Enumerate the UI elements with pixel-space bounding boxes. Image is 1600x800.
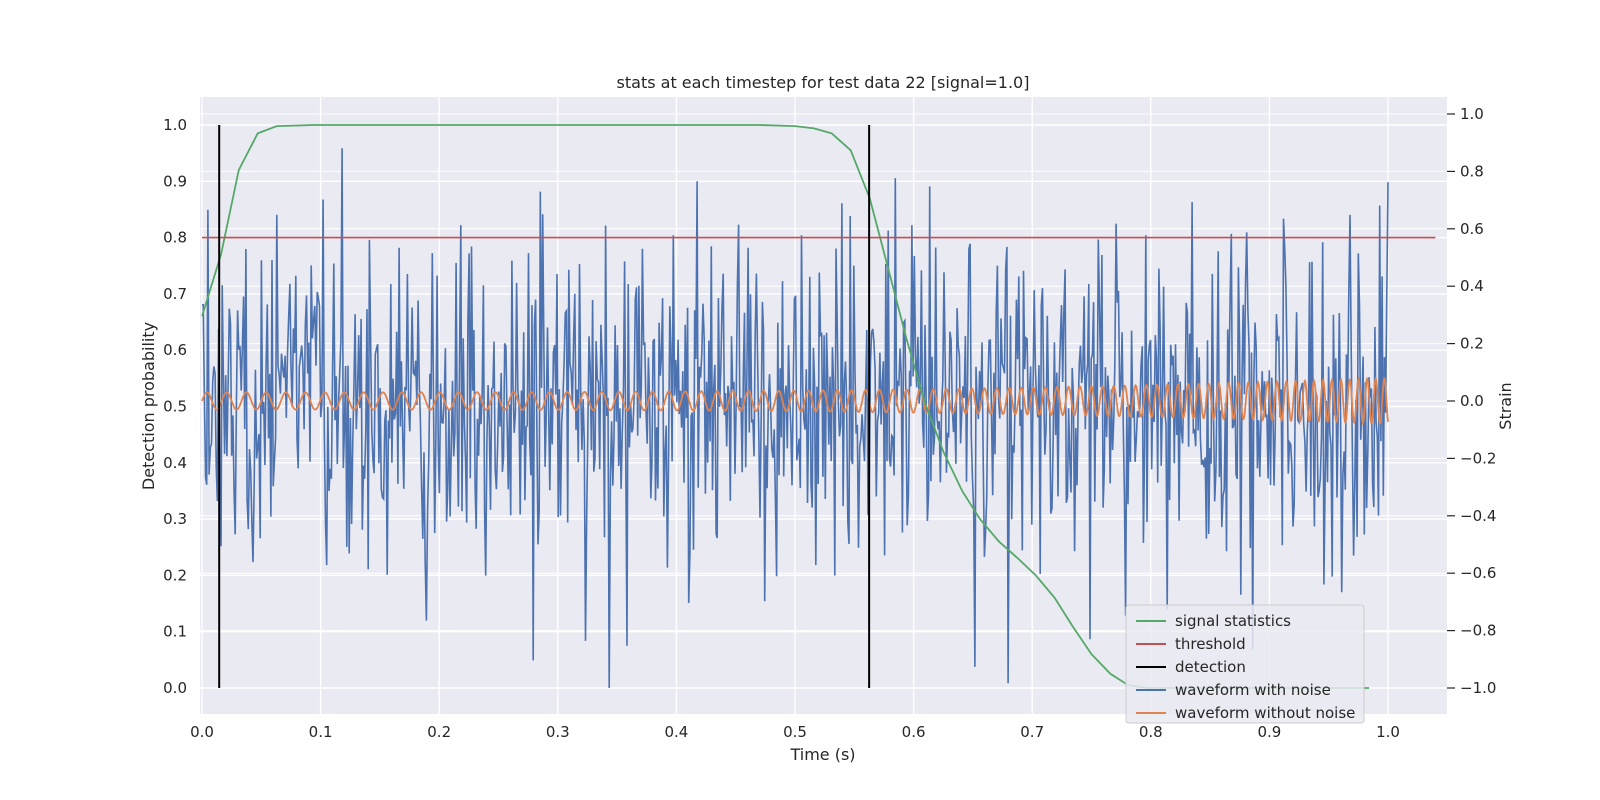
y-right-tick-label: −0.8 [1460, 622, 1496, 640]
y-right-tick-label: −0.2 [1460, 449, 1496, 467]
y-right-tick-label: 0.4 [1460, 277, 1484, 295]
y-tick-label: 0.3 [163, 510, 187, 528]
y-right-tick-label: −0.6 [1460, 564, 1496, 582]
x-tick-label: 0.2 [427, 723, 451, 741]
x-tick-label: 0.5 [783, 723, 807, 741]
y-right-tick-label: 0.6 [1460, 220, 1484, 238]
y-right-tick-label: 0.8 [1460, 162, 1484, 180]
series-waveform-with-noise [201, 148, 1389, 689]
legend-label: waveform with noise [1175, 681, 1331, 699]
x-tick-label: 0.3 [546, 723, 570, 741]
x-tick-label: 0.1 [309, 723, 333, 741]
y-axis-label: Detection probability [139, 322, 158, 490]
y-tick-label: 0.4 [163, 454, 187, 472]
x-tick-label: 1.0 [1376, 723, 1400, 741]
axes: 0.0 0.1 0.2 0.3 0.4 0.5 0.6 0.7 0.8 0.9 1.0 0.0 0.1 0… [163, 105, 1496, 741]
y-tick-label: 0.8 [163, 229, 187, 247]
legend-box [1125, 604, 1365, 724]
x-tick-label: 0.0 [190, 723, 214, 741]
y-tick-label: 0.6 [163, 341, 187, 359]
y-tick-label: 0.9 [163, 172, 187, 190]
x-tick-label: 0.8 [1139, 723, 1163, 741]
y-tick-label: 1.0 [163, 116, 187, 134]
legend-label: threshold [1175, 635, 1246, 653]
y-tick-label: 0.5 [163, 398, 187, 416]
y-axis-right-label: Strain [1496, 382, 1515, 429]
x-tick-label: 0.7 [1020, 723, 1044, 741]
y-right-tick-label: 0.2 [1460, 335, 1484, 353]
y-tick-label: 0.7 [163, 285, 187, 303]
y-right-tick-label: 0.0 [1460, 392, 1484, 410]
y-right-tick-label: −1.0 [1460, 679, 1496, 697]
chart-title: stats at each timestep for test data 22 … [617, 73, 1030, 92]
x-axis-label: Time (s) [789, 745, 855, 764]
y-tick-label: 0.2 [163, 566, 187, 584]
y-right-tick-label: 1.0 [1460, 105, 1484, 123]
series-waveform-without-noise [201, 376, 1389, 426]
legend: signal statistics threshold detection wavef… [1125, 604, 1365, 724]
y-tick-label: 0.1 [163, 623, 187, 641]
y-right-tick-label: −0.4 [1460, 507, 1496, 525]
x-tick-label: 0.4 [664, 723, 688, 741]
y-tick-label: 0.0 [163, 679, 187, 697]
legend-label: signal statistics [1175, 612, 1291, 630]
legend-label: waveform without noise [1175, 704, 1355, 722]
legend-label: detection [1175, 658, 1246, 676]
x-tick-label: 0.6 [902, 723, 926, 741]
x-tick-label: 0.9 [1257, 723, 1281, 741]
